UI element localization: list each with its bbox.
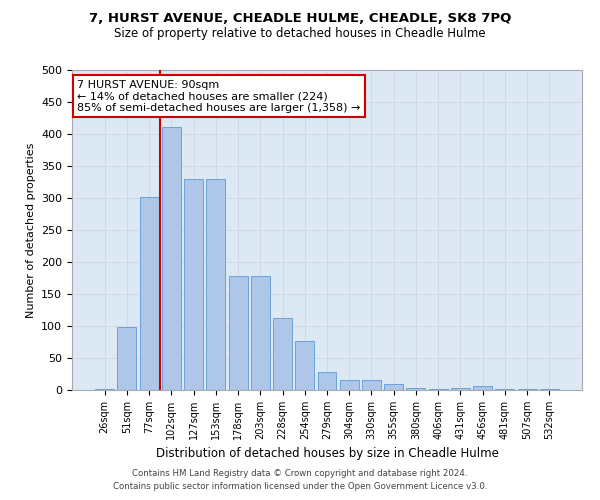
Bar bbox=[162, 127, 181, 390]
Text: Contains public sector information licensed under the Open Government Licence v3: Contains public sector information licen… bbox=[113, 482, 487, 491]
Bar bbox=[406, 388, 425, 390]
Text: 7, HURST AVENUE, CHEADLE HULME, CHEADLE, SK8 7PQ: 7, HURST AVENUE, CHEADLE HULME, CHEADLE,… bbox=[89, 12, 511, 26]
Bar bbox=[206, 179, 225, 390]
Bar bbox=[340, 380, 359, 390]
Bar bbox=[273, 318, 292, 390]
Bar bbox=[451, 388, 470, 390]
Bar bbox=[229, 276, 248, 390]
Bar bbox=[184, 179, 203, 390]
Bar bbox=[362, 380, 381, 390]
Bar bbox=[317, 372, 337, 390]
Text: 7 HURST AVENUE: 90sqm
← 14% of detached houses are smaller (224)
85% of semi-det: 7 HURST AVENUE: 90sqm ← 14% of detached … bbox=[77, 80, 361, 113]
X-axis label: Distribution of detached houses by size in Cheadle Hulme: Distribution of detached houses by size … bbox=[155, 448, 499, 460]
Bar bbox=[118, 326, 136, 390]
Bar bbox=[473, 386, 492, 390]
Bar bbox=[384, 384, 403, 390]
Bar bbox=[140, 198, 158, 390]
Text: Contains HM Land Registry data © Crown copyright and database right 2024.: Contains HM Land Registry data © Crown c… bbox=[132, 468, 468, 477]
Bar bbox=[518, 388, 536, 390]
Text: Size of property relative to detached houses in Cheadle Hulme: Size of property relative to detached ho… bbox=[114, 28, 486, 40]
Y-axis label: Number of detached properties: Number of detached properties bbox=[26, 142, 35, 318]
Bar bbox=[295, 342, 314, 390]
Bar bbox=[251, 276, 270, 390]
Bar bbox=[496, 388, 514, 390]
